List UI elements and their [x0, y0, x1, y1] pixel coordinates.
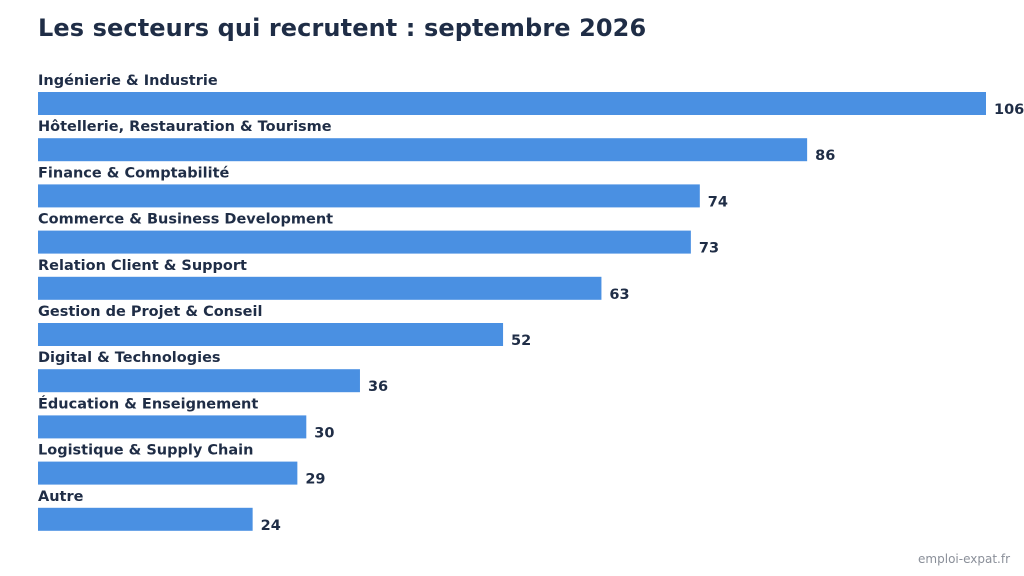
category-label: Hôtellerie, Restauration & Tourisme [38, 119, 332, 135]
category-label: Gestion de Projet & Conseil [38, 304, 262, 320]
value-label: 86 [815, 148, 835, 164]
category-label: Logistique & Supply Chain [38, 443, 253, 459]
bar [38, 138, 808, 162]
category-label: Ingénierie & Industrie [38, 73, 218, 89]
bar [38, 276, 602, 300]
bar [38, 184, 700, 208]
category-label: Autre [38, 489, 84, 505]
bar [38, 507, 253, 531]
category-label: Commerce & Business Development [38, 212, 333, 228]
value-label: 73 [699, 241, 719, 257]
bar [38, 415, 307, 439]
bar [38, 369, 360, 393]
value-label: 74 [708, 194, 728, 210]
value-label: 106 [994, 102, 1024, 118]
value-label: 24 [261, 518, 281, 534]
value-label: 52 [511, 333, 531, 349]
value-label: 36 [368, 379, 388, 395]
bar [38, 461, 298, 485]
category-label: Éducation & Enseignement [38, 395, 258, 412]
category-label: Digital & Technologies [38, 350, 221, 366]
bar [38, 92, 986, 115]
chart-title: Les secteurs qui recrutent : septembre 2… [38, 14, 647, 42]
bar [38, 323, 504, 346]
value-label: 63 [609, 287, 629, 303]
value-label: 29 [305, 472, 325, 488]
bar [38, 230, 691, 254]
category-label: Finance & Comptabilité [38, 165, 230, 181]
category-label: Relation Client & Support [38, 258, 247, 274]
value-label: 30 [314, 425, 334, 441]
source-credit: emploi-expat.fr [918, 552, 1010, 566]
